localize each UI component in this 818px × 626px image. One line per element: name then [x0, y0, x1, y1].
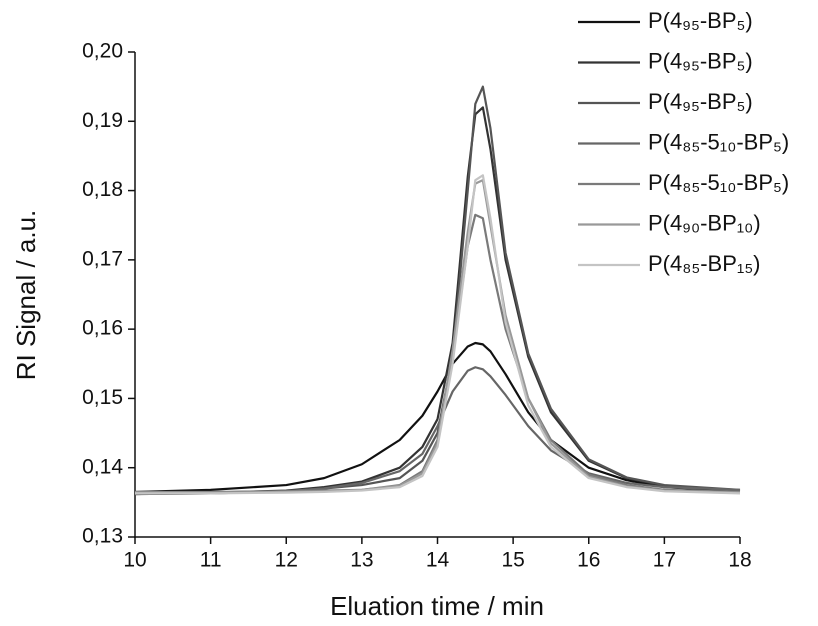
y-axis-title: RI Signal / a.u. [11, 210, 41, 381]
y-tick-label: 0,15 [82, 386, 123, 409]
y-tick-label: 0,19 [82, 109, 123, 132]
y-tick-label: 0,20 [82, 40, 123, 63]
legend-text: P(4₉₅-BP₅) [648, 48, 753, 73]
x-axis-title: Eluation time / min [330, 591, 544, 621]
x-tick-label: 16 [577, 549, 600, 572]
legend-text: P(4₈₅-5₁₀-BP₅) [648, 170, 789, 195]
y-tick-label: 0,16 [82, 317, 123, 340]
y-tick-label: 0,13 [82, 525, 123, 548]
data-line [134, 341, 741, 494]
x-tick-label: 17 [653, 549, 676, 572]
x-tick-label: 10 [123, 549, 146, 572]
x-tick-label: 15 [501, 549, 524, 572]
legend-text: P(4₈₅-BP₁₅) [648, 251, 761, 276]
x-tick-label: 18 [728, 549, 751, 572]
y-tick-label: 0,14 [82, 455, 123, 478]
legend-text: P(4₉₀-BP₁₀) [648, 210, 761, 235]
x-tick-label: 14 [426, 549, 450, 572]
legend-text: P(4₈₅-5₁₀-BP₅) [648, 129, 789, 154]
y-tick-label: 0,17 [82, 247, 123, 270]
x-tick-label: 11 [200, 549, 222, 572]
legend-text: P(4₉₅-BP₅) [648, 8, 753, 33]
x-tick-label: 12 [275, 549, 298, 572]
legend-text: P(4₉₅-BP₅) [648, 89, 753, 114]
x-tick-label: 13 [350, 549, 373, 572]
data-line [135, 174, 741, 495]
y-tick-label: 0,18 [82, 178, 123, 201]
